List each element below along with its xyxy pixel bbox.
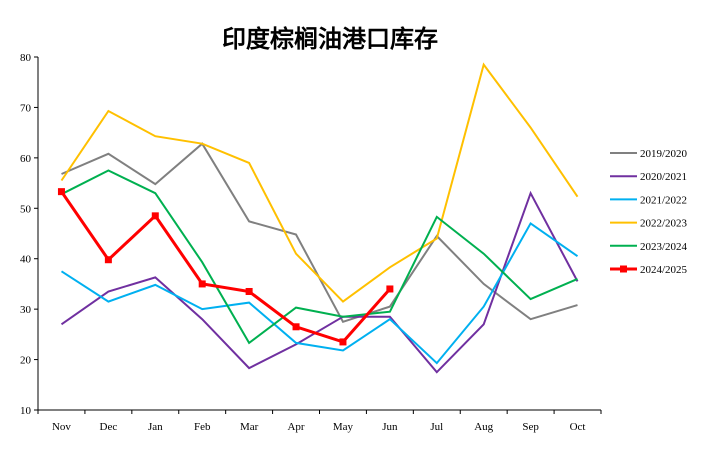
legend-entry: 2022/2023 bbox=[610, 218, 688, 230]
series-2024-2025 bbox=[57, 188, 394, 346]
series-2020-2021 bbox=[60, 190, 579, 374]
y-tick-label: 40 bbox=[20, 254, 32, 266]
legend-entry: 2020/2021 bbox=[610, 171, 687, 183]
series-line bbox=[61, 169, 578, 345]
x-tick-label: Dec bbox=[100, 421, 118, 433]
series-2022-2023 bbox=[60, 62, 579, 303]
chart-title: 印度棕榈油港口库存 bbox=[222, 24, 438, 53]
x-tick-label: Jun bbox=[382, 421, 398, 433]
legend-label: 2024/2025 bbox=[640, 264, 688, 276]
data-point bbox=[151, 212, 159, 220]
data-point bbox=[339, 338, 347, 346]
legend-entry: 2019/2020 bbox=[610, 148, 688, 160]
x-tick-label: Aug bbox=[474, 421, 493, 433]
series-2023-2024 bbox=[61, 169, 578, 345]
legend-label: 2021/2022 bbox=[640, 194, 687, 206]
x-tick-label: May bbox=[333, 421, 354, 433]
legend-label: 2019/2020 bbox=[640, 148, 688, 160]
legend-label: 2023/2024 bbox=[640, 241, 688, 253]
data-point bbox=[198, 280, 206, 288]
axes: 10 20 30 40 50 60 70 80 Nov Dec Jan Feb Mar Apr May Jun… bbox=[20, 52, 602, 433]
x-tick-label: Nov bbox=[52, 421, 71, 433]
y-tick-label: 30 bbox=[20, 304, 32, 316]
y-tick-label: 80 bbox=[20, 52, 32, 64]
legend-label: 2022/2023 bbox=[640, 218, 688, 230]
series-line bbox=[60, 190, 392, 344]
x-tick-label: Mar bbox=[240, 421, 259, 433]
data-point bbox=[57, 188, 65, 196]
x-tick-label: Jul bbox=[430, 421, 443, 433]
legend-label: 2020/2021 bbox=[640, 171, 687, 183]
y-tick-label: 20 bbox=[20, 355, 32, 367]
x-tick-label: Feb bbox=[194, 421, 211, 433]
y-tick-label: 70 bbox=[20, 102, 32, 114]
x-tick-label: Jan bbox=[148, 421, 163, 433]
legend-entry: 2023/2024 bbox=[610, 241, 688, 253]
y-tick-label: 10 bbox=[20, 405, 32, 417]
y-tick-label: 60 bbox=[20, 153, 32, 165]
data-point bbox=[104, 256, 112, 264]
x-tick-label: Oct bbox=[570, 421, 586, 433]
series-line bbox=[60, 190, 579, 374]
data-point bbox=[245, 287, 253, 295]
series-layer bbox=[57, 62, 579, 374]
series-2021-2022 bbox=[60, 221, 579, 365]
legend-entry: 2024/2025 bbox=[610, 264, 688, 276]
series-line bbox=[60, 62, 579, 303]
x-tick-label: Sep bbox=[522, 421, 539, 433]
x-tick-label: Apr bbox=[287, 421, 304, 433]
legend: 2019/2020 2020/2021 2021/2022 2022/2023 2023… bbox=[610, 148, 688, 276]
y-tick-label: 50 bbox=[20, 203, 32, 215]
legend-marker bbox=[620, 265, 627, 273]
legend-entry: 2021/2022 bbox=[610, 194, 687, 206]
data-point bbox=[386, 285, 394, 293]
series-line bbox=[60, 221, 579, 365]
data-point bbox=[292, 323, 300, 331]
